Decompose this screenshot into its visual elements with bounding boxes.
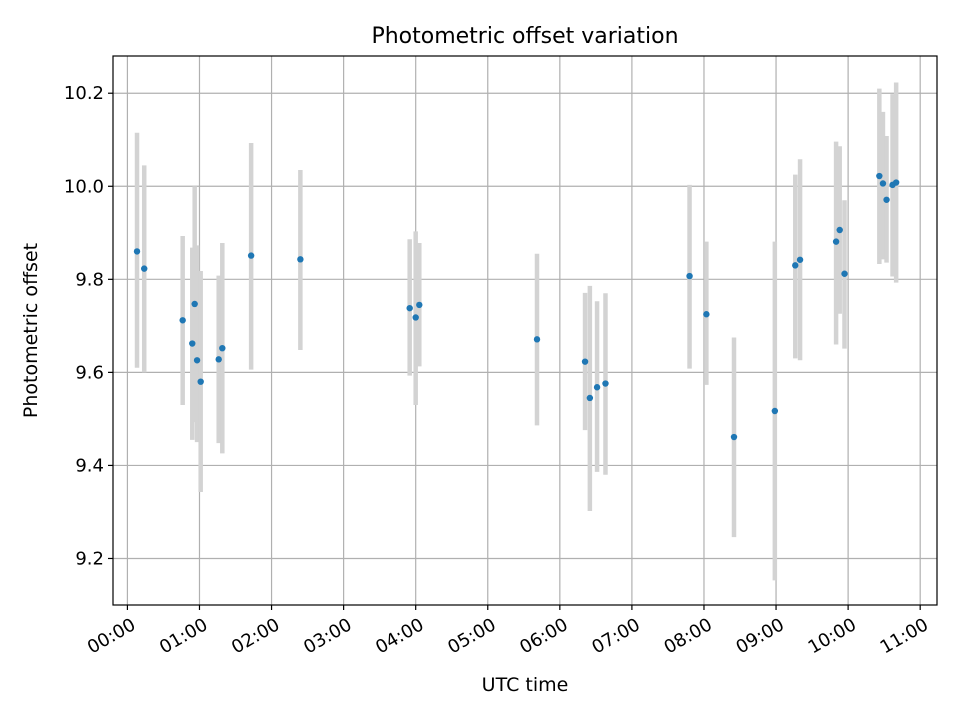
- data-point: [730, 433, 738, 441]
- data-point: [602, 380, 609, 387]
- data-point: [836, 226, 843, 234]
- data-point: [179, 317, 186, 324]
- plot-area-frame: [112, 55, 938, 606]
- y-tick-label: 9.6: [75, 362, 104, 383]
- data-point: [703, 311, 710, 318]
- data-point: [879, 180, 887, 187]
- data-point: [593, 384, 601, 391]
- chart-title: Photometric offset variation: [371, 24, 678, 49]
- data-point: [792, 262, 799, 269]
- data-point: [247, 252, 255, 259]
- data-point: [892, 179, 900, 186]
- data-point: [581, 358, 589, 365]
- y-tick-label: 9.8: [75, 269, 104, 290]
- data-points: [133, 172, 900, 441]
- data-point: [197, 378, 204, 385]
- data-point: [141, 265, 148, 272]
- data-point: [406, 304, 413, 312]
- data-point: [876, 172, 883, 180]
- y-tick-label: 9.2: [75, 548, 104, 569]
- y-axis: 9.2 9.4 9.6 9.8 10.0 10.2: [64, 83, 113, 569]
- data-point: [193, 357, 201, 364]
- data-point: [215, 356, 222, 363]
- x-axis-label: UTC time: [482, 674, 569, 696]
- data-point: [686, 272, 693, 280]
- data-point: [841, 270, 848, 277]
- data-point: [586, 394, 594, 402]
- data-point: [297, 256, 304, 263]
- data-point: [533, 336, 541, 343]
- data-point: [219, 344, 226, 352]
- y-tick-label: 10.2: [64, 83, 104, 104]
- data-point: [832, 238, 840, 245]
- data-point: [133, 248, 141, 255]
- data-point: [189, 340, 196, 347]
- data-point: [796, 256, 804, 263]
- y-axis-label: Photometric offset: [20, 243, 42, 418]
- data-point: [191, 300, 198, 308]
- data-point: [883, 196, 890, 203]
- data-point: [412, 314, 419, 321]
- y-tick-label: 10.0: [64, 176, 104, 197]
- y-tick-label: 9.4: [75, 455, 104, 476]
- data-point: [771, 407, 779, 415]
- data-point: [416, 301, 423, 309]
